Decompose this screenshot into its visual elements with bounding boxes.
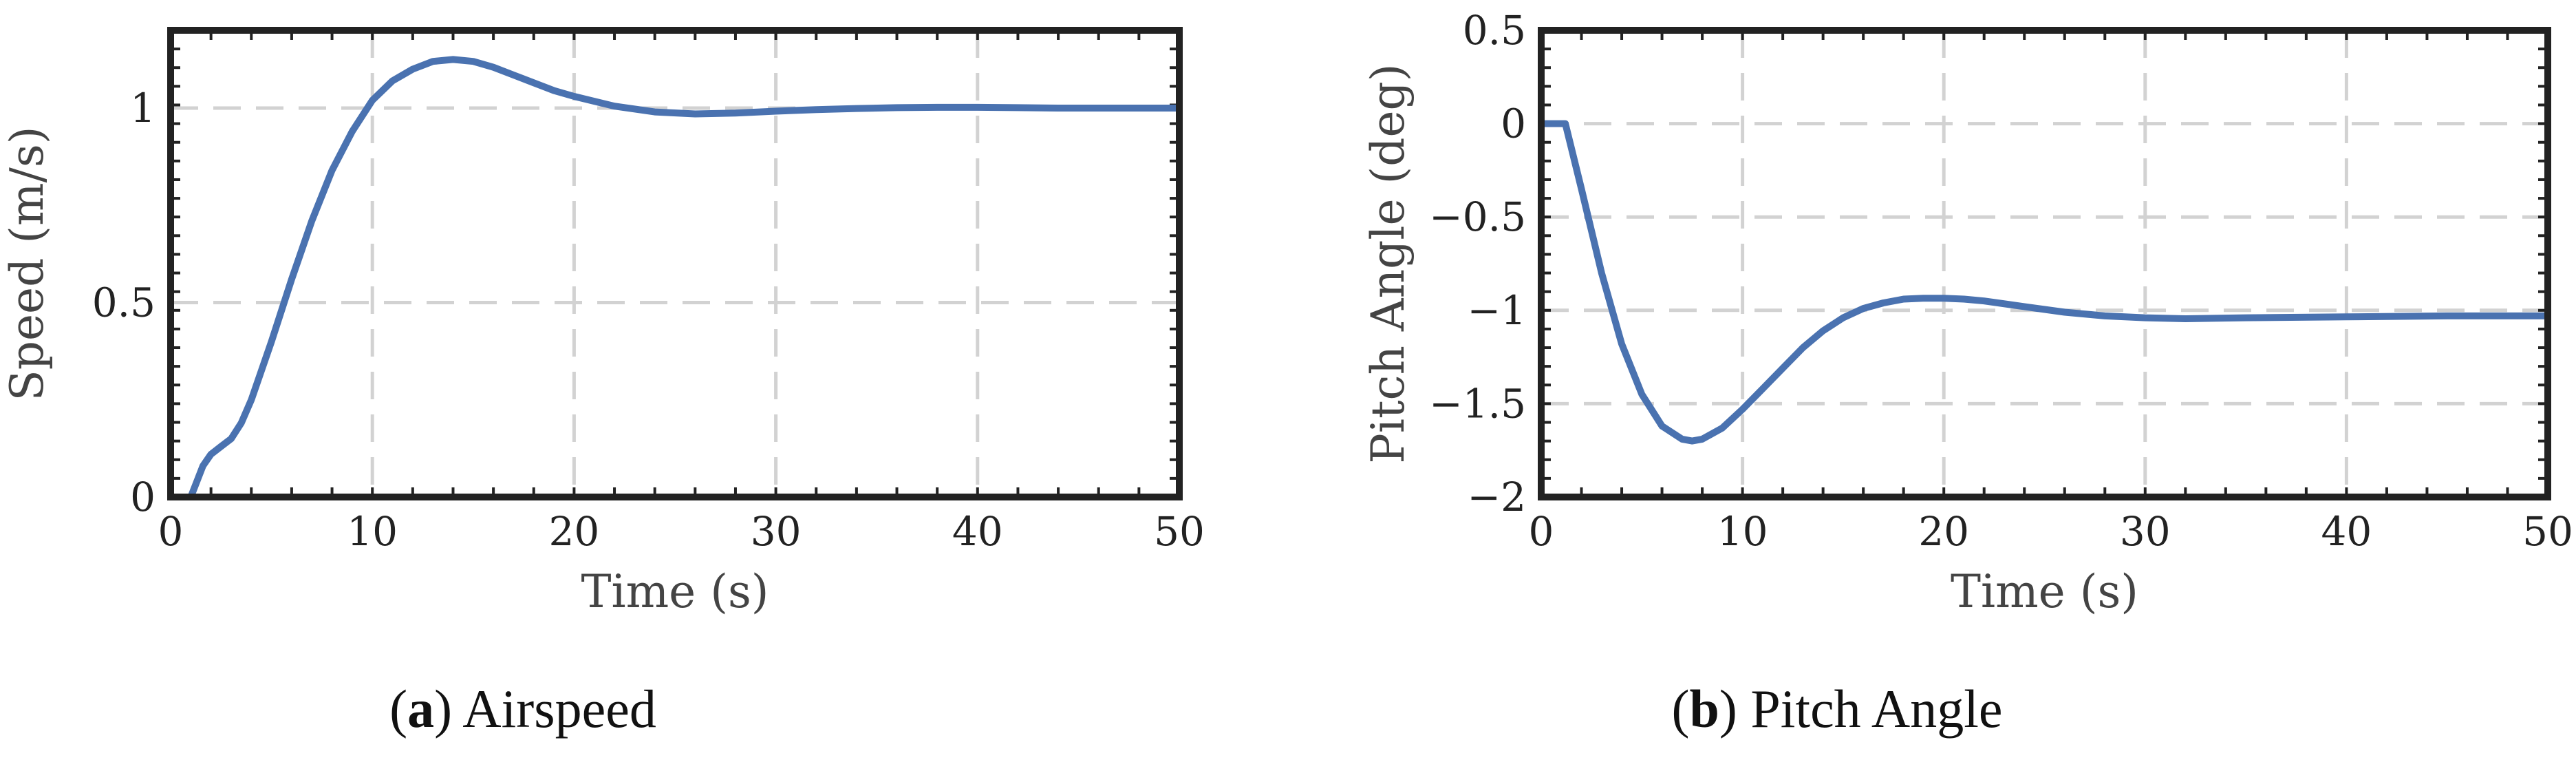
x-tick-label: 10 [1717, 508, 1768, 555]
data-line [1538, 120, 2551, 445]
caption-b-text: Pitch Angle [1750, 679, 2003, 739]
data-line [167, 56, 1183, 500]
x-tick-label: 20 [548, 508, 599, 555]
caption-a-letter: a [407, 679, 435, 739]
x-tick-label: 20 [1918, 508, 1969, 555]
caption-a: (a) Airspeed [389, 679, 656, 739]
x-tick-label: 0 [1529, 508, 1554, 555]
y-axis-label: Speed (m/s) [1, 127, 54, 401]
plot-frame [167, 27, 1183, 500]
x-tick-label: 50 [1154, 508, 1205, 555]
x-tick-label: 30 [2120, 508, 2171, 555]
y-tick-label: −1 [1468, 287, 1527, 334]
caption-b-letter: b [1689, 679, 1719, 739]
x-tick-label: 40 [952, 508, 1003, 555]
y-axis-label: Pitch Angle (deg) [1362, 63, 1415, 463]
x-axis-label: Time (s) [581, 565, 769, 618]
plot-frame [1538, 27, 2551, 500]
y-tick-label: 1 [130, 85, 155, 131]
y-tick-label: 0.5 [92, 279, 155, 326]
caption-a-text: Airspeed [462, 679, 656, 739]
x-tick-label: 50 [2522, 508, 2573, 555]
x-tick-label: 30 [751, 508, 802, 555]
x-tick-label: 10 [347, 508, 398, 555]
x-axis-label: Time (s) [1951, 565, 2138, 618]
caption-b: (b) Pitch Angle [1671, 679, 2003, 739]
y-tick-label: −0.5 [1429, 193, 1526, 240]
y-tick-label: −2 [1468, 474, 1527, 520]
y-tick-label: −1.5 [1429, 380, 1526, 427]
x-tick-label: 40 [2321, 508, 2372, 555]
chart-airspeed: 0 10 20 30 40 50 0 0.5 1 Time (s) Speed (m/s) [1, 27, 1205, 618]
y-tick-label: 0.5 [1463, 7, 1526, 54]
x-tick-label: 0 [158, 508, 184, 555]
y-tick-label: 0 [130, 474, 155, 520]
y-tick-label: 0 [1501, 101, 1526, 147]
chart-pitch-angle: 0 10 20 30 40 50 −2 −1.5 −1 −0.5 0 0.5 Time (s) Pitch… [1362, 7, 2573, 618]
